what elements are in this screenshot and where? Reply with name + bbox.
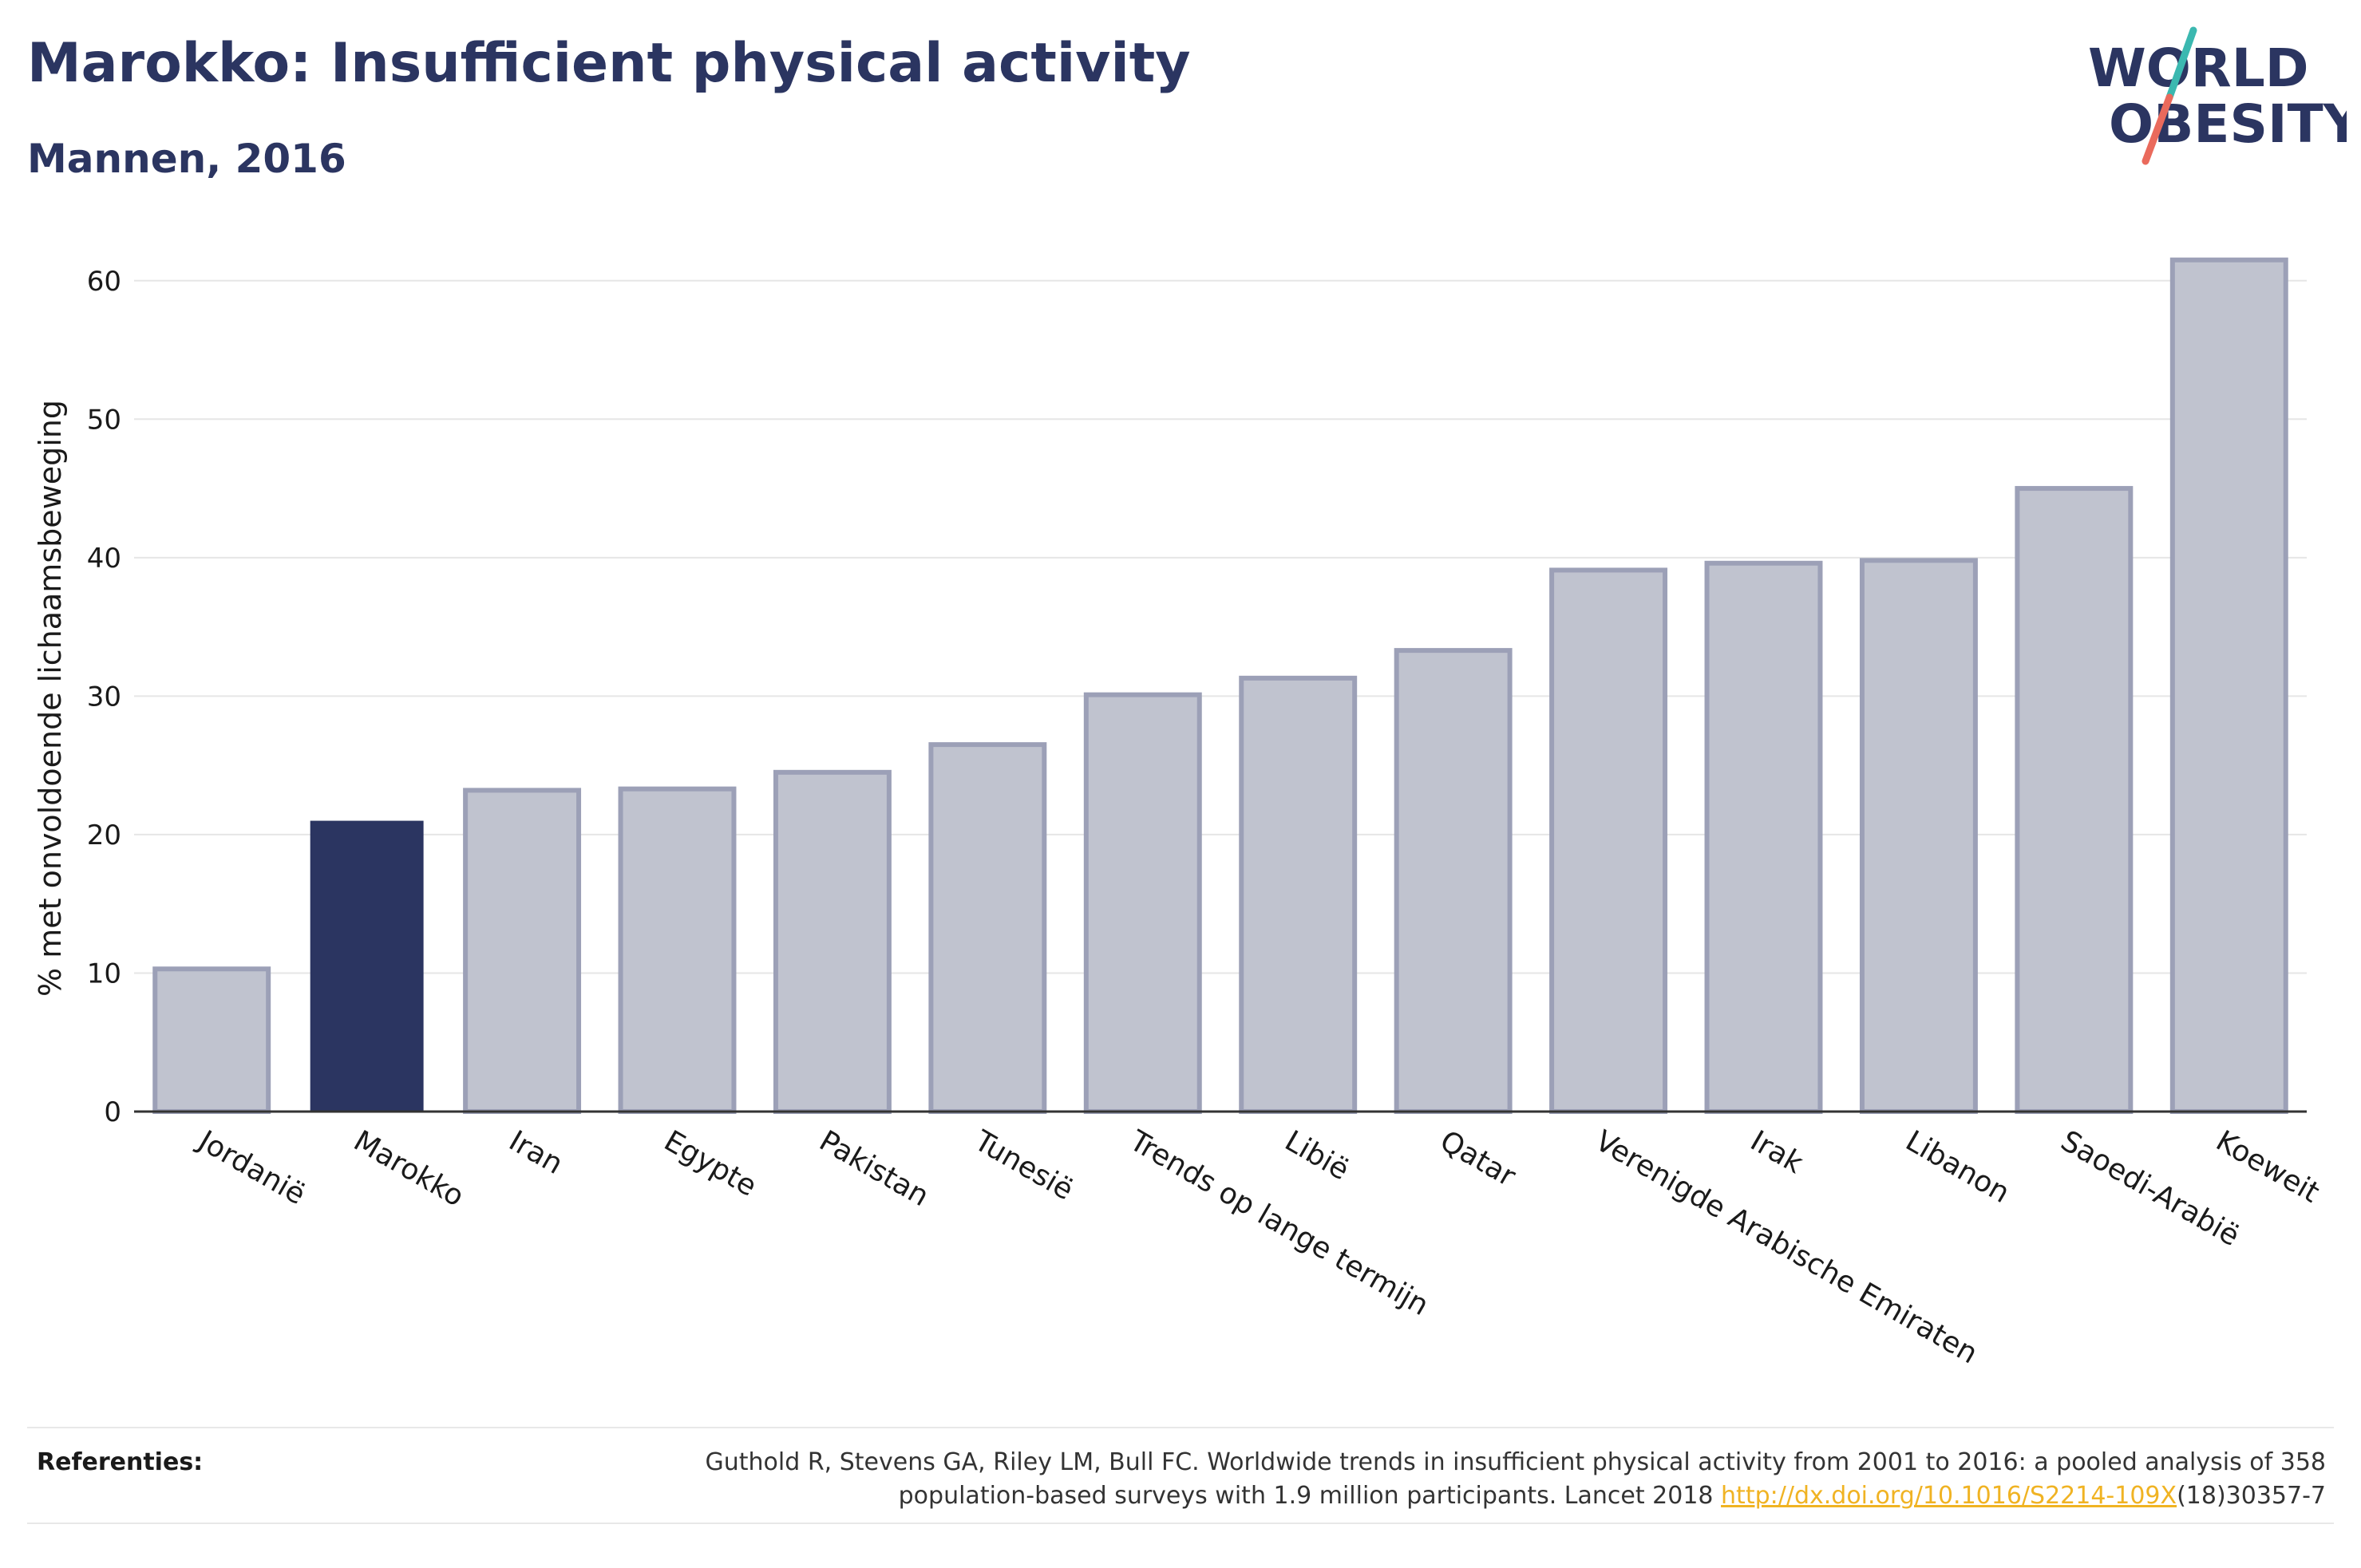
y-tick-label: 50 [87,404,121,436]
bar [773,769,892,1114]
logo-slash-coral [2142,93,2173,165]
bar [1239,675,1358,1114]
y-tick-label: 10 [87,958,121,989]
bar [928,742,1047,1114]
bar [1859,558,1978,1114]
x-tick-label: Iran [504,1124,568,1181]
chart-subtitle: Mannen, 2016 [27,136,346,182]
y-tick-label: 20 [87,820,121,851]
y-tick-label: 60 [87,266,121,298]
reference-citation: Guthold R, Stevens GA, Riley LM, Bull FC… [570,1446,2326,1513]
logo-word-world: WORLD [2088,38,2309,99]
y-tick-label: 40 [87,543,121,575]
reference-text-suffix: (18)30357-7 [2177,1482,2326,1510]
x-tick-label: Egypte [658,1124,762,1203]
y-tick-labels: 0 10 20 30 40 50 60 [87,266,121,1128]
bar [618,786,737,1114]
gridlines [134,279,2307,974]
x-tick-label: Marokko [348,1124,469,1213]
bar [1083,692,1202,1114]
world-obesity-logo: WORLD OBESITY [2088,26,2347,165]
logo-slash-teal [2165,26,2197,101]
x-tick-label: Koeweit [2210,1124,2324,1209]
x-tick-label: Libië [1279,1124,1355,1187]
x-tick-label: Qatar [1434,1124,1521,1193]
references-label: Referenties: [37,1448,204,1476]
bar-highlight [310,820,424,1112]
x-tick-label: Trends op lange termijn [1123,1124,1434,1322]
y-tick-label: 0 [104,1096,121,1128]
bar [1704,560,1823,1114]
bars [152,257,2288,1115]
bar [463,788,582,1114]
chart-title: Marokko: Insufficient physical activity [27,32,1191,95]
y-tick-label: 30 [87,681,121,713]
x-tick-label: Pakistan [813,1124,934,1213]
bar [1394,648,1513,1114]
bar [2169,257,2288,1115]
y-axis-title: % met onvoldoende lichaamsbeweging [33,400,68,997]
reference-text: Guthold R, Stevens GA, Riley LM, Bull FC… [705,1448,2326,1510]
x-tick-label: Irak [1745,1124,1809,1180]
x-tick-label: Tunesië [968,1124,1078,1207]
bar [152,966,271,1114]
bar [1549,567,1668,1114]
footer-divider-top [27,1427,2334,1428]
doi-link[interactable]: http://dx.doi.org/10.1016/S2214-109X [1721,1482,2177,1510]
footer-divider-bottom [27,1523,2334,1524]
x-tick-label: Jordanië [192,1124,310,1211]
bar [2015,486,2134,1114]
x-tick-labels: Jordanië Marokko Iran Egypte Pakistan Tunesië… [192,1124,2325,1370]
x-tick-label: Libanon [1900,1124,2015,1210]
bar-chart: 0 10 20 30 40 50 60 Jordanië Marokko Iran Egypte P… [33,257,2325,1370]
